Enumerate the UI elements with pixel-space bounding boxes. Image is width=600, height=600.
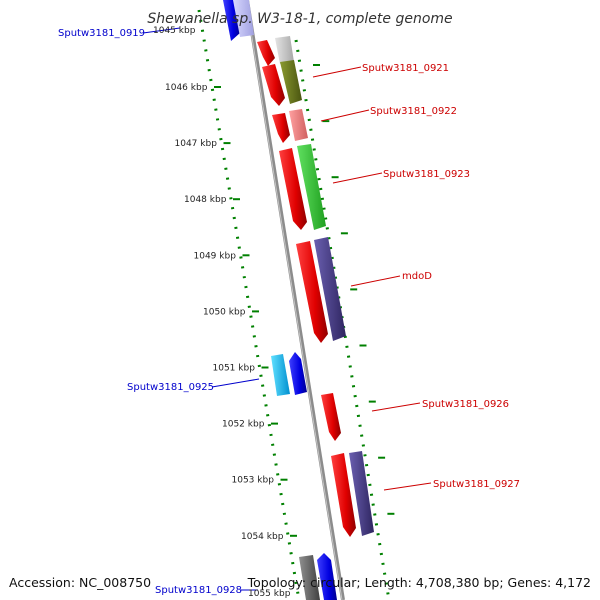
gene-block[interactable]: [272, 113, 290, 143]
tick-label: 1054 kbp: [241, 532, 284, 542]
connector-sputw0923: [332, 172, 383, 184]
gene-label-sputw0925[interactable]: Sputw3181_0925: [127, 382, 214, 393]
gene-labels: Sputw3181_0919 Sputw3181_0921 Sputw3181_…: [58, 25, 520, 596]
gene-block[interactable]: [280, 60, 302, 104]
gene-label-sputw0922[interactable]: Sputw3181_0922: [370, 106, 457, 117]
gene-label-mdod[interactable]: mdoD: [402, 271, 432, 282]
tick-label: 1048 kbp: [184, 195, 227, 205]
connector-sputw0927: [383, 482, 432, 491]
map-title: Shewanella sp. W3-18-1, complete genome: [147, 11, 452, 27]
connector-sputw0922: [320, 109, 370, 122]
gene-block[interactable]: [289, 352, 307, 395]
gene-block[interactable]: [296, 241, 328, 343]
connector-sputw0925: [211, 378, 260, 388]
tick-label-partial-bottom: 1055 kbp: [248, 589, 291, 599]
gene-block[interactable]: [257, 40, 275, 66]
gene-label-sputw0923[interactable]: Sputw3181_0923: [383, 169, 470, 180]
tick-label: 1050 kbp: [203, 307, 246, 317]
tick-label-partial-top: 1045 kbp: [153, 26, 196, 36]
gene-block[interactable]: [275, 36, 294, 64]
tick-label: 1051 kbp: [213, 364, 256, 374]
genome-backbone: [245, 0, 345, 600]
gene-block[interactable]: [349, 451, 374, 536]
cds-track-inner: [223, 0, 356, 600]
connector-sputw0919: [142, 27, 181, 34]
gene-block[interactable]: [321, 393, 341, 441]
ruler-ticks: [214, 64, 395, 537]
tick-label: 1053 kbp: [232, 476, 275, 486]
gene-block[interactable]: [331, 453, 356, 537]
topology-text: Topology: circular; Length: 4,708,380 bp…: [247, 575, 591, 590]
tick-label: 1052 kbp: [222, 420, 265, 430]
gene-block[interactable]: [279, 148, 307, 230]
gene-label-sputw0928[interactable]: Sputw3181_0928: [155, 585, 242, 596]
tick-label: 1046 kbp: [165, 83, 208, 93]
tick-labels: 1046 kbp 1047 kbp 1048 kbp 1049 kbp 1050 kbp…: [165, 83, 284, 542]
connector-sputw0926: [371, 402, 421, 412]
gene-block[interactable]: [299, 555, 320, 600]
gene-block[interactable]: [271, 354, 290, 396]
tick-label: 1047 kbp: [175, 139, 218, 149]
cog-track-outer: [233, 0, 374, 536]
accession-text: Accession: NC_008750: [9, 575, 151, 590]
gene-label-sputw0919[interactable]: Sputw3181_0919: [58, 28, 145, 39]
connector-mdod: [350, 275, 401, 287]
gene-block[interactable]: [314, 237, 346, 341]
gene-block[interactable]: [233, 0, 254, 37]
gene-block[interactable]: [317, 553, 337, 600]
gene-block[interactable]: [297, 144, 326, 230]
gene-label-sputw0921[interactable]: Sputw3181_0921: [362, 63, 449, 74]
tick-label: 1049 kbp: [194, 251, 237, 261]
gene-block[interactable]: [289, 109, 308, 141]
connector-sputw0921: [312, 66, 362, 78]
gene-label-sputw0926[interactable]: Sputw3181_0926: [422, 399, 509, 410]
gene-block[interactable]: [262, 64, 285, 106]
label-connectors: [142, 27, 432, 591]
genome-backbone-highlight: [245, 0, 343, 600]
gene-label-sputw0927[interactable]: Sputw3181_0927: [433, 479, 520, 490]
